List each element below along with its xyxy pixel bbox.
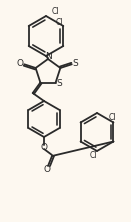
Text: S: S	[57, 79, 62, 88]
Text: O: O	[17, 59, 24, 67]
Text: O: O	[43, 165, 50, 174]
Text: O: O	[40, 143, 48, 151]
Text: Cl: Cl	[89, 151, 97, 159]
Text: S: S	[73, 59, 78, 67]
Text: Cl: Cl	[109, 113, 116, 122]
Text: Cl: Cl	[51, 8, 59, 16]
Text: Cl: Cl	[56, 18, 63, 28]
Text: N: N	[45, 52, 51, 61]
